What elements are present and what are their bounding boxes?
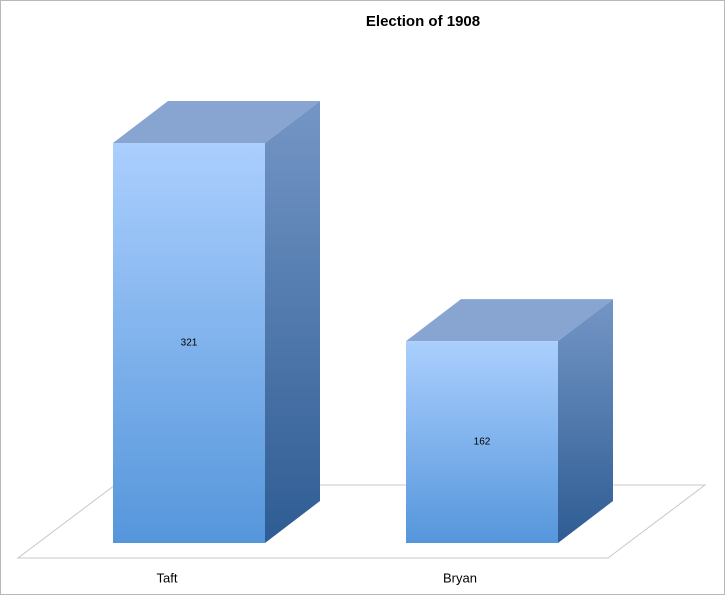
bar-side bbox=[558, 299, 613, 543]
data-label: 162 bbox=[474, 437, 491, 448]
data-label: 321 bbox=[181, 338, 198, 349]
bar bbox=[406, 341, 558, 543]
x-tick-label: Bryan bbox=[443, 570, 477, 585]
bar-group bbox=[406, 299, 613, 543]
bar bbox=[113, 143, 265, 543]
bar-top bbox=[406, 299, 613, 342]
chart-title: Election of 1908 bbox=[366, 13, 480, 30]
bar-top bbox=[113, 101, 320, 143]
x-tick-label: Taft bbox=[157, 570, 178, 585]
bar-group bbox=[113, 101, 320, 543]
bar-side bbox=[265, 101, 320, 543]
